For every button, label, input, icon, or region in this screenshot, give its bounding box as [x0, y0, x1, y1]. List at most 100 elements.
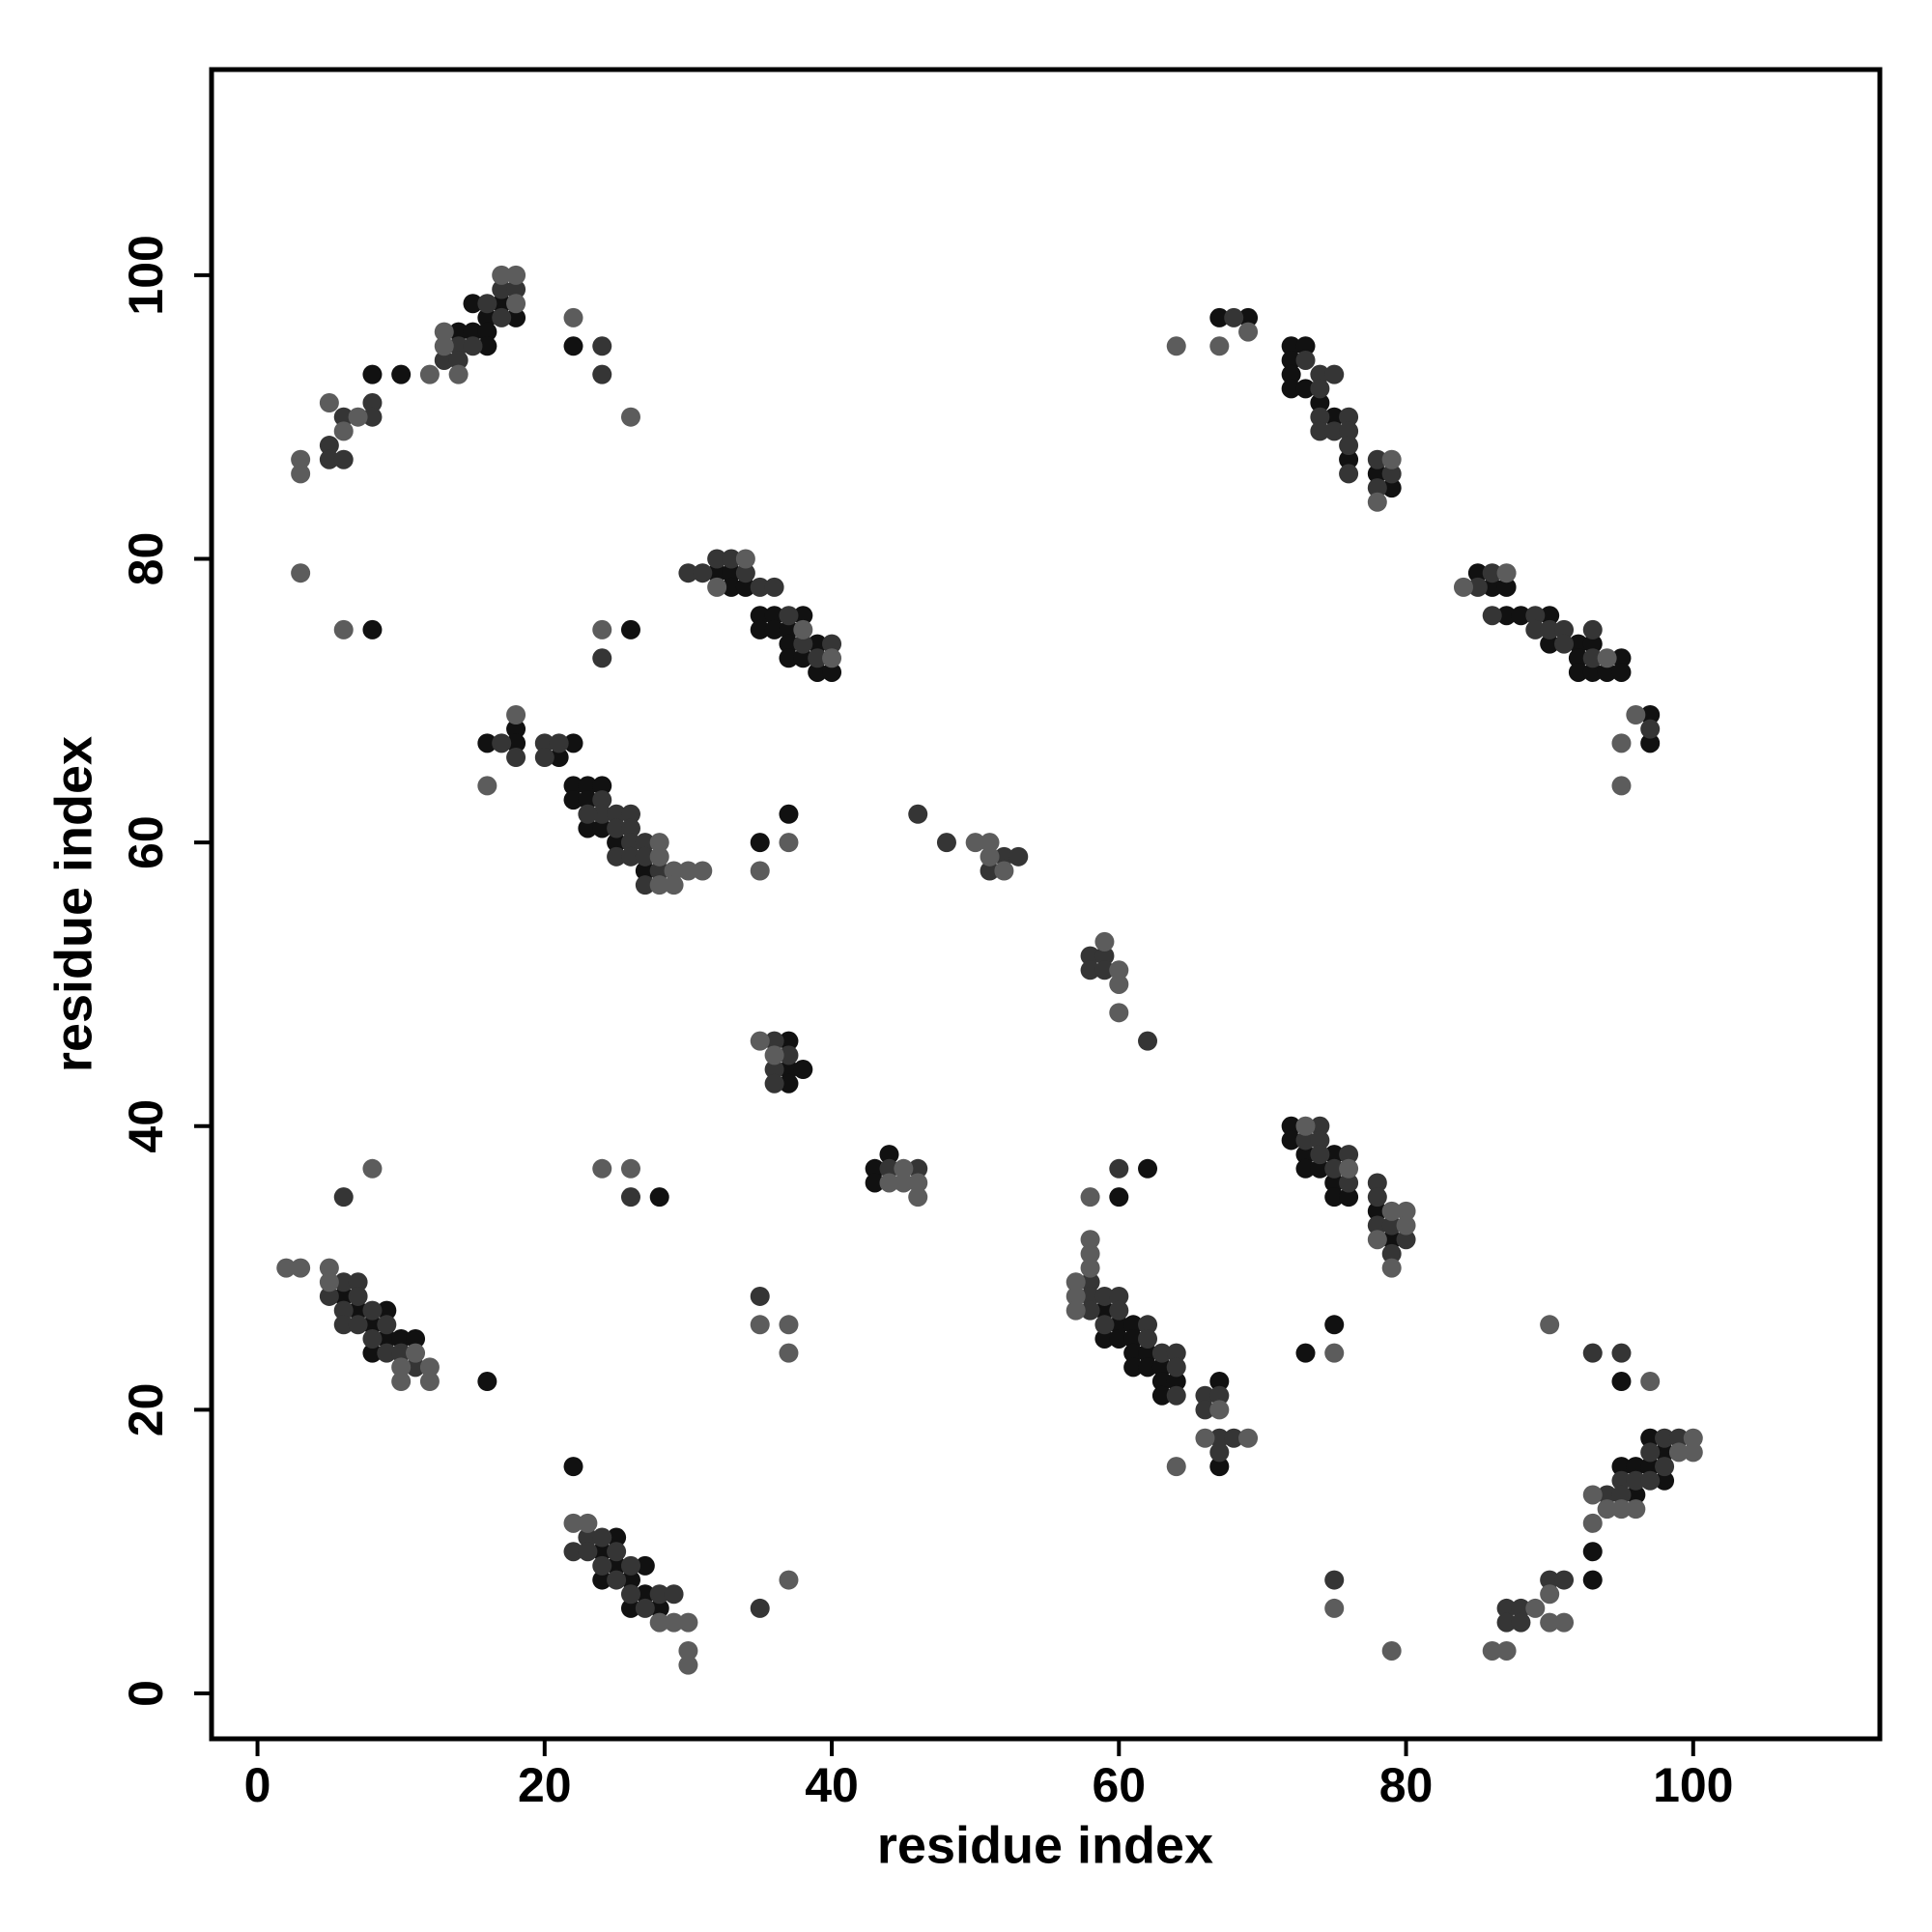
scatter-point [1295, 1130, 1316, 1151]
scatter-point [779, 1343, 799, 1363]
scatter-point [1138, 1343, 1158, 1363]
scatter-point [333, 1300, 354, 1321]
scatter-point [276, 1258, 297, 1278]
scatter-point [492, 265, 512, 285]
scatter-point [1655, 1470, 1675, 1491]
scatter-point [1238, 322, 1259, 342]
scatter-point [592, 804, 612, 824]
scatter-point [319, 1286, 339, 1306]
scatter-point [1467, 577, 1488, 597]
scatter-point [1310, 1158, 1330, 1179]
scatter-point [693, 563, 713, 583]
scatter-point [1367, 449, 1387, 469]
scatter-point [1381, 1215, 1402, 1236]
scatter-point [607, 846, 627, 867]
y-tick-label: 80 [119, 532, 173, 586]
scatter-point [1611, 776, 1632, 796]
scatter-point [377, 1315, 397, 1335]
scatter-point [506, 265, 526, 285]
scatter-point [506, 733, 526, 753]
scatter-point [1683, 1442, 1703, 1463]
scatter-point [779, 804, 799, 824]
scatter-point [1381, 464, 1402, 484]
scatter-point [563, 733, 583, 753]
scatter-point [563, 307, 583, 327]
scatter-point [879, 1145, 899, 1165]
scatter-point [649, 1612, 669, 1633]
scatter-point [534, 733, 554, 753]
scatter-point [1611, 648, 1632, 668]
scatter-point [735, 577, 755, 597]
scatter-point [434, 336, 454, 356]
scatter-point [1367, 1173, 1387, 1193]
scatter-point [1151, 1343, 1172, 1363]
scatter-point [319, 436, 339, 456]
scatter-point [1324, 1158, 1345, 1179]
scatter-point [908, 1187, 928, 1208]
scatter-point [620, 619, 640, 639]
scatter-point [1511, 1612, 1531, 1633]
x-tick-label: 40 [805, 1758, 859, 1812]
scatter-point [965, 833, 985, 853]
scatter-point [908, 1173, 928, 1193]
scatter-point [1381, 478, 1402, 498]
scatter-point [1324, 1315, 1345, 1335]
scatter-point [348, 407, 368, 427]
y-tick-label: 0 [119, 1680, 173, 1707]
scatter-point [1195, 1385, 1215, 1406]
scatter-point [779, 833, 799, 853]
scatter-point [1138, 1315, 1158, 1335]
scatter-point [1668, 1442, 1689, 1463]
scatter-point [750, 1315, 770, 1335]
scatter-point [1381, 1230, 1402, 1250]
scatter-point [506, 705, 526, 725]
scatter-point [793, 634, 813, 654]
scatter-point [1094, 960, 1115, 980]
scatter-point [592, 1570, 612, 1590]
scatter-point [434, 322, 454, 342]
scatter-point [678, 563, 698, 583]
scatter-point [592, 1527, 612, 1548]
scatter-point [1540, 1612, 1560, 1633]
scatter-point [620, 818, 640, 838]
scatter-point [1238, 307, 1259, 327]
scatter-point [1381, 1258, 1402, 1278]
scatter-point [592, 648, 612, 668]
scatter-point [908, 1158, 928, 1179]
scatter-point [291, 449, 311, 469]
scatter-point [750, 1031, 770, 1051]
scatter-point [1310, 379, 1330, 399]
scatter-point [1582, 648, 1603, 668]
scatter-point [1324, 407, 1345, 427]
scatter-point [764, 1045, 784, 1065]
scatter-point [1209, 336, 1230, 356]
scatter-point [1381, 1201, 1402, 1221]
scatter-point [1640, 719, 1661, 739]
scatter-point [1080, 1187, 1100, 1208]
scatter-point [391, 1357, 412, 1378]
scatter-point [793, 619, 813, 639]
scatter-point [362, 407, 383, 427]
scatter-point [764, 606, 784, 626]
scatter-point [793, 648, 813, 668]
x-axis-label: residue index [877, 1816, 1213, 1874]
scatter-point [1597, 662, 1617, 682]
scatter-point [635, 846, 655, 867]
y-tick-label: 20 [119, 1383, 173, 1437]
x-tick-label: 0 [244, 1758, 271, 1812]
scatter-point [1209, 1457, 1230, 1477]
scatter-point [1611, 1485, 1632, 1505]
scatter-point [1655, 1442, 1675, 1463]
scatter-point [391, 364, 412, 384]
scatter-point [1094, 1315, 1115, 1335]
scatter-point [722, 549, 742, 569]
scatter-point [506, 307, 526, 327]
scatter-point [319, 1258, 339, 1278]
scatter-point [592, 619, 612, 639]
scatter-point [1324, 1598, 1345, 1618]
scatter-point [750, 577, 770, 597]
scatter-point [678, 1655, 698, 1675]
scatter-point [1367, 464, 1387, 484]
scatter-point [592, 1158, 612, 1179]
scatter-point [707, 549, 727, 569]
